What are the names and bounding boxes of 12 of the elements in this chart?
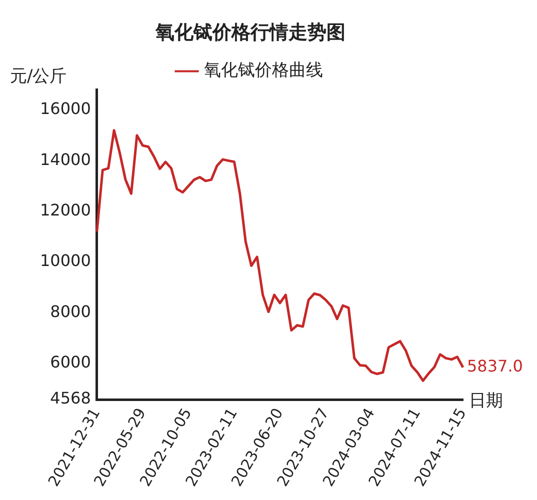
y-tick-label: 10000	[40, 251, 91, 270]
y-axis-title: 元/公斤	[10, 66, 67, 87]
y-tick-label: 6000	[50, 352, 91, 372]
chart-title: 氧化铽价格行情走势图	[154, 21, 346, 44]
y-tick-label: 16000	[40, 99, 91, 118]
y-tick-label: 12000	[40, 200, 91, 220]
annotation: 5837.0	[467, 356, 523, 376]
y-tick-label: 4568	[50, 388, 91, 408]
legend-label: 氧化铽价格曲线	[204, 60, 323, 81]
y-tick-label: 14000	[40, 150, 91, 169]
x-axis-title: 日期	[469, 390, 503, 411]
y-tick-label: 8000	[50, 302, 91, 321]
